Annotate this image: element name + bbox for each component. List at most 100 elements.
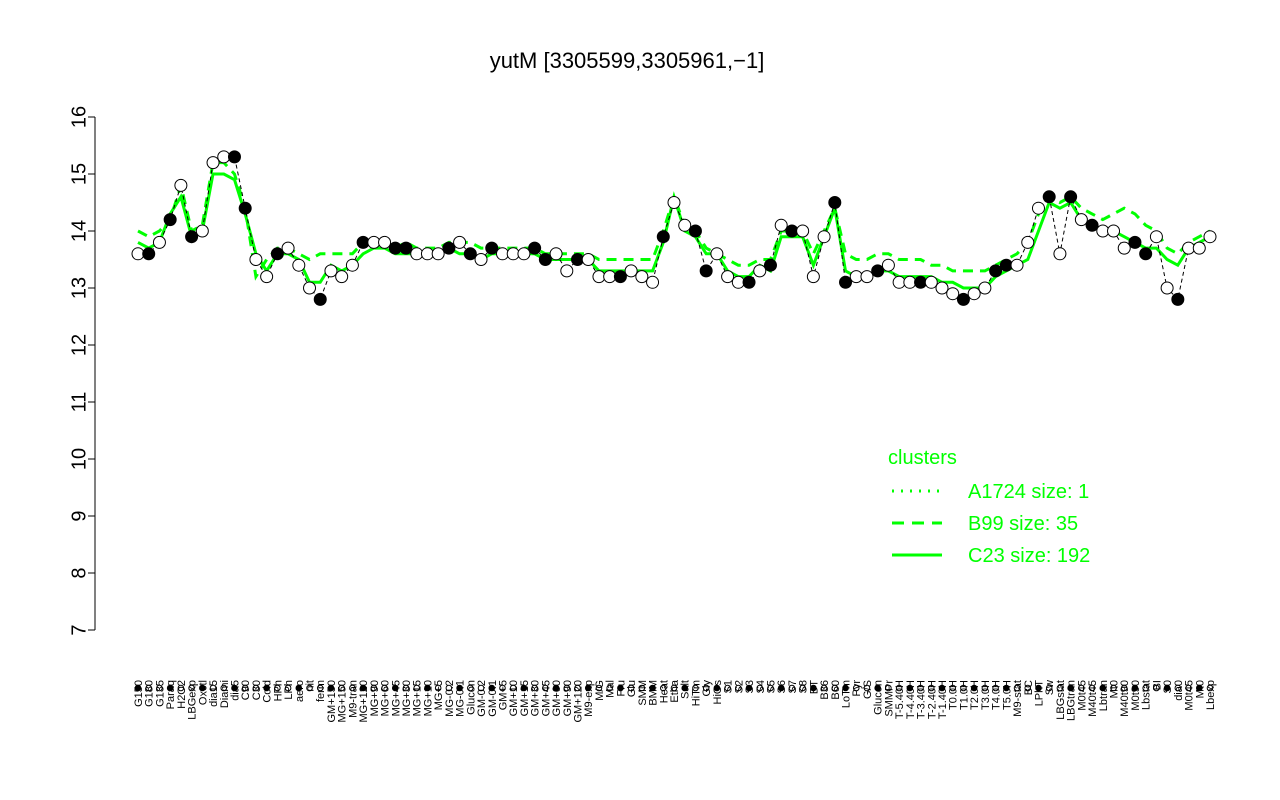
data-point-12: [260, 270, 274, 284]
x-rug-91: [1110, 684, 1117, 692]
data-point-40: [560, 264, 574, 278]
x-rug-86: [1056, 684, 1064, 692]
data-point-2: [152, 235, 166, 249]
x-tick-label-70: SMMPr: [883, 680, 895, 717]
x-rug-17: [316, 684, 324, 692]
x-rug-6: [199, 684, 206, 692]
x-rug-35: [509, 684, 517, 692]
x-rug-60: [777, 684, 785, 692]
y-tick-label-1: 8: [68, 567, 90, 578]
x-rug-77: [960, 684, 967, 692]
x-rug-56: [735, 684, 742, 692]
x-rug-54: [713, 684, 721, 692]
x-tick-label-50: Etha: [669, 679, 681, 703]
x-rug-84: [1035, 684, 1042, 692]
data-point-44: [603, 270, 617, 284]
x-tick-label-79: T3.0H: [980, 680, 992, 710]
x-rug-95: [1153, 684, 1160, 692]
x-tick-label-65: B60: [830, 680, 842, 700]
y-tick-label-5: 12: [68, 334, 90, 356]
x-rug-52: [692, 684, 699, 692]
legend-label-1: B99 size: 35: [968, 513, 1078, 535]
x-rug-29: [445, 684, 453, 692]
x-rug-46: [627, 684, 635, 692]
data-point-90: [1096, 224, 1110, 238]
data-point-51: [678, 218, 692, 232]
x-tick-label-73: T-3.40H: [916, 680, 928, 719]
x-rug-43: [595, 684, 603, 692]
x-tick-label-45: Fru: [615, 680, 627, 697]
data-point-70: [881, 258, 895, 272]
data-point-55: [721, 270, 735, 284]
data-point-97: [1171, 292, 1185, 306]
x-rug-75: [938, 684, 946, 692]
data-point-60: [774, 218, 788, 232]
x-rug-87: [1067, 684, 1074, 692]
data-point-53: [699, 264, 713, 278]
series-line-dashed: [137, 161, 1211, 281]
data-point-75: [935, 281, 949, 295]
x-rug-53: [702, 684, 710, 692]
data-point-88: [1074, 213, 1088, 227]
x-tick-label-44: Mal: [605, 680, 617, 698]
y-axis: 7 8 9 10 11 12 13 14 15 16: [68, 106, 96, 636]
x-rug-10: [241, 684, 249, 692]
data-point-39: [549, 247, 563, 261]
x-tick-label-66: LoTm: [841, 680, 853, 708]
data-point-10: [238, 201, 252, 215]
x-tick-label-22: MG+90: [369, 680, 381, 716]
x-rug-9: [231, 684, 238, 692]
data-point-87: [1064, 190, 1078, 204]
data-point-76: [946, 287, 960, 301]
data-point-16: [303, 281, 317, 295]
y-tick-label-8: 15: [68, 163, 90, 185]
legend: clusters A1724 size: 1 B99 size: 35 C23 siz…: [888, 447, 1090, 567]
data-point-72: [903, 275, 917, 289]
data-point-6: [195, 224, 209, 238]
data-point-100: [1203, 230, 1217, 244]
data-point-0: [131, 247, 145, 261]
x-tick-label-12: Cold: [262, 680, 274, 703]
y-tick-label-4: 11: [68, 392, 90, 413]
data-point-59: [763, 258, 777, 272]
x-tick-label-90: Lbtran: [1098, 680, 1110, 711]
x-rug-26: [413, 684, 421, 692]
x-rug-34: [499, 684, 506, 692]
data-point-71: [892, 275, 906, 289]
x-rug-89: [1088, 684, 1096, 692]
data-point-5: [185, 230, 199, 244]
y-tick-label-6: 13: [68, 277, 90, 299]
x-tick-label-18: GM+150: [326, 680, 338, 723]
x-axis: G150G180G135ParaqH2O2LBGexpOxctldia15Dia…: [133, 679, 1217, 722]
x-tick-label-78: T2.0H: [969, 680, 981, 710]
x-tick-label-72: T-4.40H: [905, 680, 917, 719]
x-tick-label-34: GM+5: [497, 680, 509, 710]
x-tick-label-29: MG-0.2: [444, 680, 456, 717]
x-rug-65: [831, 684, 839, 692]
x-rug-47: [638, 684, 646, 692]
data-point-45: [613, 270, 627, 284]
x-rug-97: [1174, 684, 1182, 692]
x-rug-37: [531, 684, 538, 692]
x-rug-31: [467, 684, 474, 692]
data-point-61: [785, 224, 799, 238]
data-point-27: [420, 247, 434, 261]
data-point-58: [753, 264, 767, 278]
x-rug-11: [252, 684, 260, 692]
x-rug-24: [391, 684, 399, 692]
y-tick-label-2: 9: [68, 510, 90, 521]
x-tick-label-13: HPh: [272, 680, 284, 701]
x-tick-label-7: dia15: [208, 680, 220, 707]
x-rug-40: [563, 684, 571, 692]
x-rug-4: [177, 684, 185, 692]
y-tick-label-3: 10: [68, 448, 90, 470]
data-point-80: [989, 264, 1003, 278]
x-tick-label-8: Diami: [219, 680, 231, 708]
x-tick-label-40: GM+90: [562, 680, 574, 716]
x-rug-61: [788, 684, 796, 692]
data-point-43: [592, 270, 606, 284]
x-rug-2: [156, 684, 163, 692]
x-tick-label-88: M0t45: [1076, 680, 1088, 711]
data-point-41: [571, 253, 585, 266]
